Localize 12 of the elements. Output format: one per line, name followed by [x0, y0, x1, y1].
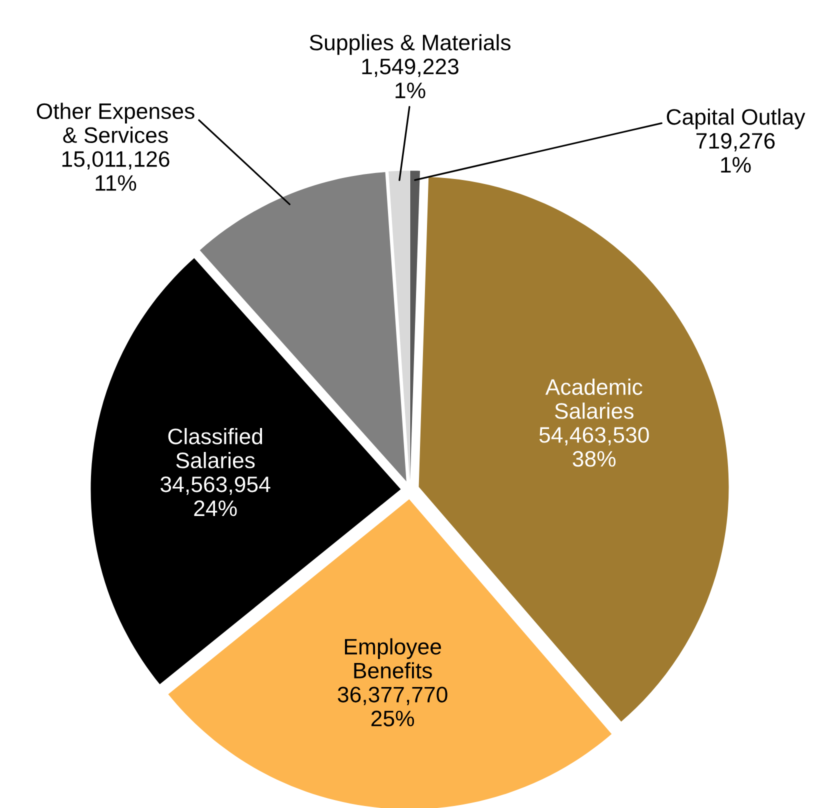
data-label: 719,276 1%	[696, 133, 775, 173]
slice-label: Capital Outlay	[666, 108, 806, 130]
data-label: 1,549,223 1%	[362, 58, 458, 98]
data-label: 15,011,126 11%	[62, 151, 170, 191]
slice-label: Other Expenses & Services	[36, 102, 194, 143]
data-label: 34,563,954 24%	[160, 476, 270, 516]
slice-label: Academic Salaries	[545, 378, 642, 419]
slice-label: Employee Benefits	[344, 638, 441, 679]
data-label: 36,377,770 25%	[338, 686, 448, 726]
data-label: 54,463,530 38%	[539, 427, 649, 467]
slice-label: Classified Salaries	[168, 428, 262, 468]
slice-label: Supplies & Materials	[310, 34, 510, 55]
